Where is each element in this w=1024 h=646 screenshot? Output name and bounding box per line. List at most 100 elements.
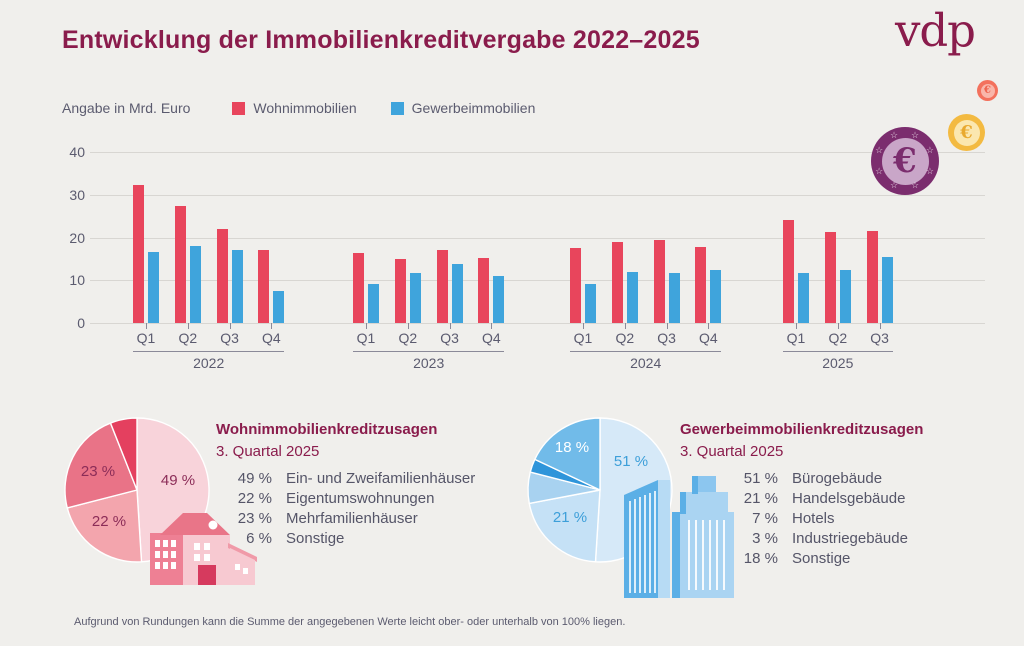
- quarter-label: Q1: [136, 330, 156, 346]
- gridline: [90, 237, 985, 239]
- pie-slice-2: [64, 422, 138, 509]
- legend-row: 49 % Ein- und Zweifamilienhäuser: [228, 468, 475, 488]
- x-axis-tick: [229, 323, 231, 329]
- pie-slice-1: [528, 489, 601, 563]
- pie-slice-label: 49 %: [161, 472, 195, 489]
- year-label: 2023: [413, 355, 445, 371]
- legend-pct: 21 %: [743, 489, 778, 507]
- legend-pct: 7 %: [752, 509, 778, 527]
- star-icon: ☆: [911, 180, 920, 191]
- wohn-pie-title: Wohnimmobilienkreditzusagen: [216, 421, 438, 438]
- quarter-label: Q4: [482, 330, 501, 346]
- bar-wohnimmobilien: [258, 250, 270, 323]
- legend-item-gewerbeimmobilien: Gewerbeimmobilien: [390, 100, 535, 116]
- bar-wohnimmobilien: [695, 246, 707, 323]
- pie-slice-label: 18 %: [555, 439, 589, 456]
- star-icon: ☆: [875, 144, 884, 155]
- quarter-label: Q2: [178, 330, 198, 346]
- legend-row: 23 % Mehrfamilienhäuser: [228, 508, 475, 528]
- gewerbe-pie-legend: 51 % Bürogebäude 21 % Handelsgebäude 7 %…: [734, 468, 908, 568]
- legend-pct: 22 %: [237, 489, 272, 507]
- legend-name: Ein- und Zweifamilienhäuser: [286, 469, 476, 487]
- gridline: [90, 152, 985, 153]
- bar-gewerbeimmobilien: [839, 270, 851, 323]
- gridline: [90, 194, 985, 196]
- x-axis-tick: [366, 323, 367, 329]
- legend-name: Bürogebäude: [792, 469, 883, 487]
- euro-coin-large-icon: ☆ ☆ ☆ ☆ ☆ ☆ ☆ ☆ €: [871, 127, 939, 195]
- bar-wohnimmobilien: [174, 205, 186, 323]
- legend-name: Sonstige: [286, 529, 345, 547]
- bar-gewerbeimmobilien: [231, 249, 243, 323]
- x-axis-tick: [407, 323, 409, 329]
- bar-wohnimmobilien: [216, 229, 228, 323]
- legend-label-wohnimmobilien: Wohnimmobilien: [253, 100, 357, 116]
- bar-gewerbeimmobilien: [451, 264, 463, 323]
- euro-symbol: €: [881, 137, 929, 185]
- legend-row: 51 % Bürogebäude: [734, 468, 908, 488]
- legend-item-wohnimmobilien: Wohnimmobilien: [232, 100, 357, 116]
- legend-pct: 3 %: [752, 529, 778, 547]
- x-axis-tick: [146, 323, 147, 329]
- y-axis-label: 10: [69, 272, 85, 289]
- bar-gewerbeimmobilien: [798, 273, 809, 323]
- x-axis-tick: [666, 323, 668, 329]
- quarter-label: Q1: [356, 330, 376, 346]
- legend-name: Industriegebäude: [792, 529, 908, 547]
- quarter-label: Q1: [573, 330, 593, 346]
- legend-row: 7 % Hotels: [734, 508, 908, 528]
- euro-symbol: €: [980, 83, 995, 98]
- year-label: 2025: [822, 355, 854, 371]
- year-label: 2022: [193, 355, 225, 371]
- chart-legend: Angabe in Mrd. Euro Wohnimmobilien Gewer…: [62, 100, 535, 116]
- x-axis-tick: [449, 323, 451, 329]
- quarter-label: Q3: [657, 330, 676, 346]
- pie-slice-label: 22 %: [92, 513, 126, 530]
- legend-name: Handelsgebäude: [792, 489, 906, 507]
- legend-row: 18 % Sonstige: [734, 548, 908, 568]
- legend-row: 22 % Eigentumswohnungen: [228, 488, 475, 508]
- bar-wohnimmobilien: [653, 240, 665, 323]
- star-icon: ☆: [875, 165, 884, 176]
- y-axis-label: 40: [69, 144, 85, 160]
- euro-symbol: €: [953, 119, 980, 146]
- wohnimmobilien-swatch: [232, 101, 246, 115]
- house-illustration: [150, 513, 257, 585]
- legend-name: Eigentumswohnungen: [286, 489, 435, 507]
- x-axis-tick: [708, 323, 710, 329]
- quarter-label: Q3: [220, 330, 239, 346]
- y-axis-label: 30: [69, 186, 85, 203]
- gridline: [90, 280, 985, 282]
- legend-pct: 18 %: [743, 549, 778, 567]
- bar-wohnimmobilien: [133, 184, 144, 323]
- legend-name: Hotels: [792, 509, 835, 527]
- bar-gewerbeimmobilien: [148, 252, 159, 323]
- bar-gewerbeimmobilien: [585, 284, 596, 323]
- x-axis-tick: [796, 323, 797, 329]
- wohnimmobilien-pie-chart: 49 % 22 % 23 %: [64, 417, 210, 563]
- vdp-logo: vdp: [894, 4, 976, 57]
- x-axis-tick: [583, 323, 584, 329]
- bar-wohnimmobilien: [436, 249, 448, 323]
- x-axis-tick: [879, 323, 881, 329]
- quarter-label: Q4: [699, 330, 718, 346]
- gewerbe-pie-subtitle: 3. Quartal 2025: [680, 443, 784, 460]
- page-title: Entwicklung der Immobilienkreditvergabe …: [62, 26, 700, 54]
- pie-slice-3: [109, 417, 138, 491]
- year-axis-line: [783, 351, 893, 352]
- pie-slice-1: [66, 489, 143, 563]
- euro-coin-small-icon: €: [977, 80, 998, 101]
- pie-slice-label: 51 %: [614, 453, 648, 470]
- year-axis-line: [570, 351, 722, 352]
- legend-pct: 49 %: [237, 469, 272, 487]
- quarter-label: Q3: [870, 330, 889, 346]
- x-axis-tick: [491, 323, 493, 329]
- bar-wohnimmobilien: [394, 258, 406, 323]
- bar-wohnimmobilien: [783, 220, 794, 323]
- bar-gewerbeimmobilien: [881, 257, 893, 323]
- pie-slice-label: 21 %: [553, 509, 587, 526]
- bar-gewerbeimmobilien: [710, 270, 722, 323]
- legend-pct: 51 %: [743, 469, 778, 487]
- bar-wohnimmobilien: [866, 230, 878, 323]
